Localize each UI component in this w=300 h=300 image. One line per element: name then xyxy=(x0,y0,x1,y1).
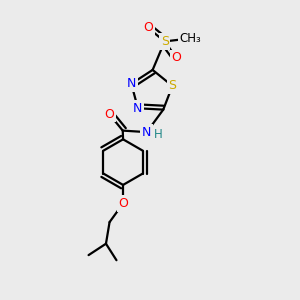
Text: O: O xyxy=(118,197,128,210)
Text: O: O xyxy=(143,21,153,34)
Text: N: N xyxy=(127,77,136,90)
Text: H: H xyxy=(154,128,163,141)
Text: S: S xyxy=(160,35,169,48)
Text: O: O xyxy=(172,51,182,64)
Text: CH₃: CH₃ xyxy=(179,32,201,45)
Text: O: O xyxy=(104,108,114,121)
Text: N: N xyxy=(133,102,142,115)
Text: N: N xyxy=(142,126,152,139)
Text: S: S xyxy=(168,80,176,92)
